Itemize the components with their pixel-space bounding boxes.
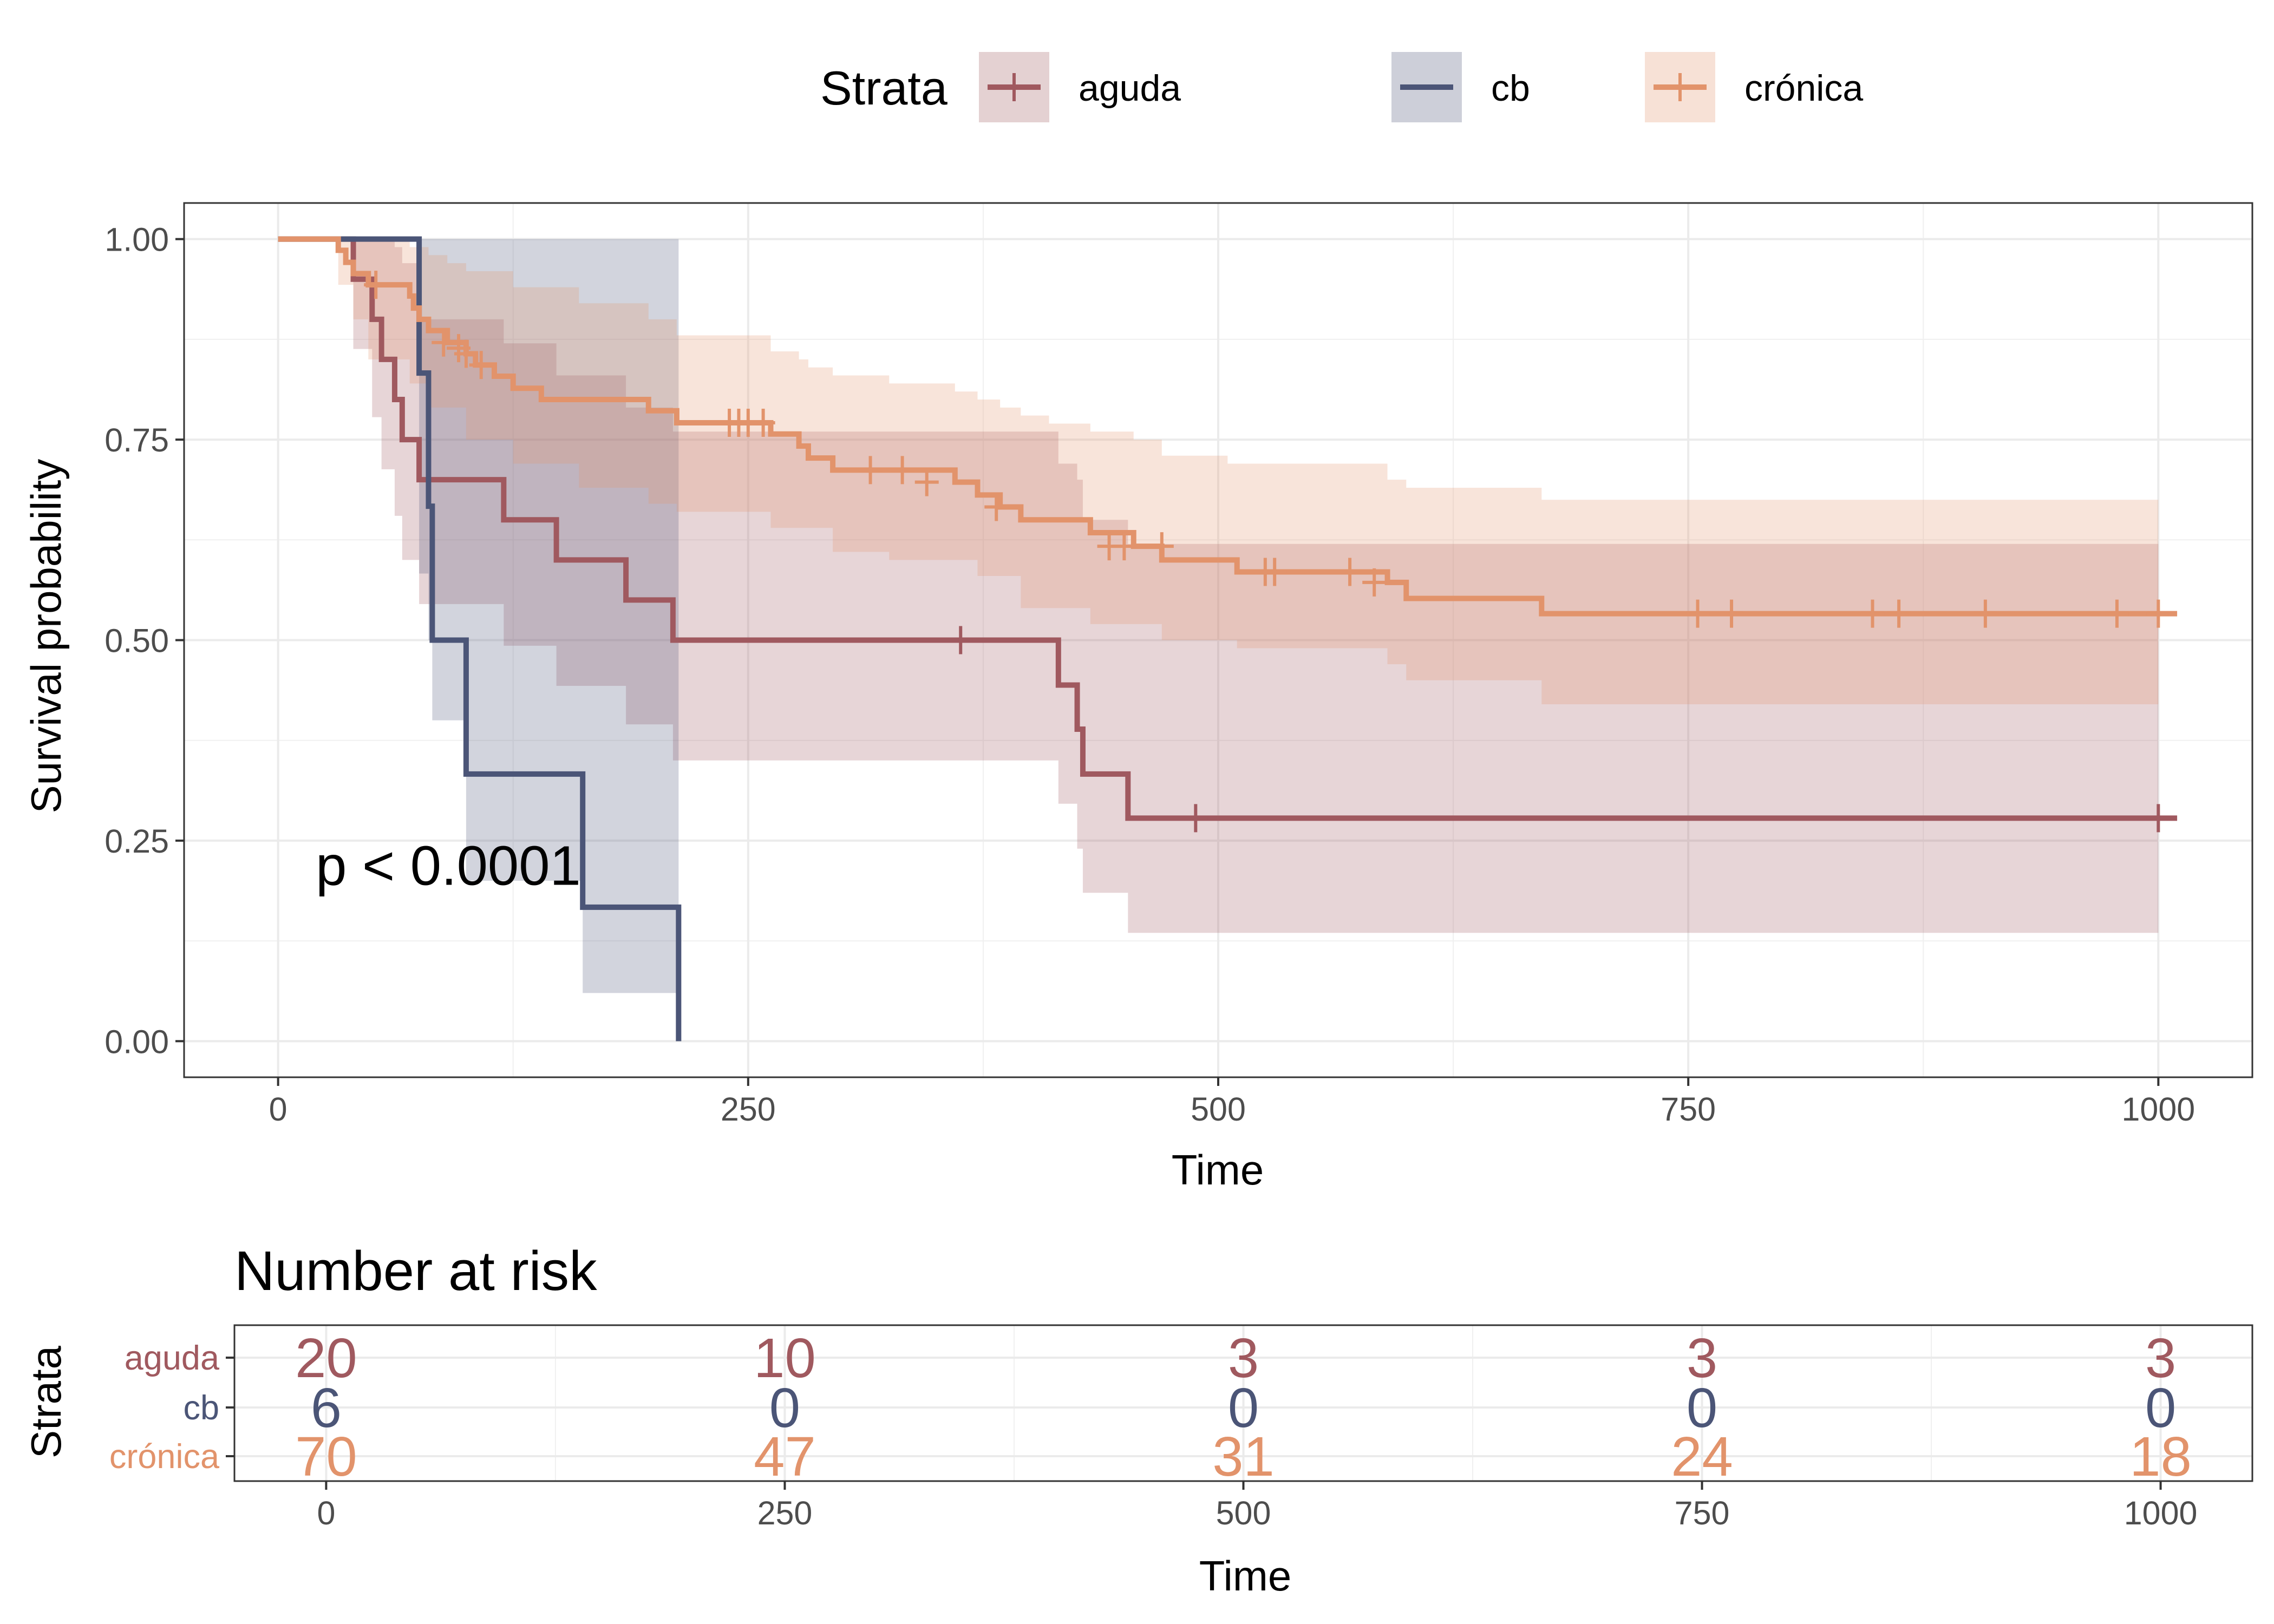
risk-x-tick-label: 1000 — [2124, 1495, 2198, 1531]
risk-x-tick-label: 750 — [1675, 1495, 1730, 1531]
risk-value-cb: 0 — [769, 1377, 800, 1439]
censor-mark-cronica — [1887, 599, 1911, 628]
risk-value-aguda: 3 — [2145, 1327, 2176, 1389]
censor-mark-aguda — [1184, 804, 1208, 833]
survival-y-axis: 0.00 0.25 0.50 0.75 1.00 — [104, 221, 184, 1060]
censor-mark-cronica — [1362, 568, 1387, 597]
censor-marks — [364, 271, 2171, 833]
confidence-bands — [338, 239, 2159, 993]
censor-mark-cronica — [1973, 599, 1997, 628]
censor-mark-cronica — [1860, 599, 1885, 628]
censor-mark-cronica — [2146, 599, 2171, 628]
legend-title: Strata — [820, 61, 948, 115]
censor-mark-cronica — [751, 408, 775, 437]
survival-y-tick-label: 1.00 — [104, 221, 169, 258]
risk-table-x-axis-title: Time — [1199, 1552, 1291, 1600]
survival-x-tick-label: 750 — [1661, 1091, 1716, 1128]
survival-x-tick-label: 1000 — [2122, 1091, 2195, 1128]
censor-mark-aguda — [2146, 804, 2171, 833]
survival-curve-cb — [278, 236, 682, 1042]
risk-table-panel: Number at risk 20 10 3 3 3 6 0 0 0 0 70 47 31 24 18 ag… — [22, 1240, 2253, 1600]
censor-mark-cronica — [1720, 599, 1744, 628]
risk-table-row-labels: aguda cb crónica — [109, 1339, 234, 1476]
survival-y-tick-label: 0.25 — [104, 823, 169, 860]
legend-label-aguda: aguda — [1079, 68, 1181, 109]
survival-x-tick-label: 500 — [1191, 1091, 1246, 1128]
risk-value-cb: 0 — [1228, 1377, 1259, 1439]
confidence-band-cb — [419, 239, 679, 993]
survival-x-tick-label: 0 — [269, 1091, 287, 1128]
risk-value-cb: 6 — [311, 1377, 342, 1439]
censor-mark-cronica — [469, 351, 493, 379]
censor-mark-cronica — [890, 456, 914, 484]
survival-grid — [184, 203, 2252, 1077]
risk-value-aguda: 20 — [295, 1327, 357, 1389]
risk-table-title: Number at risk — [234, 1240, 597, 1302]
risk-row-label-cronica: crónica — [109, 1438, 220, 1476]
censor-mark-aguda — [949, 626, 973, 654]
legend-label-cronica: crónica — [1744, 68, 1863, 109]
survival-x-axis: 0 250 500 750 1000 — [269, 1077, 2195, 1128]
censor-mark-cronica — [1149, 532, 1174, 561]
risk-value-cb: 0 — [1687, 1377, 1717, 1439]
survival-y-tick-label: 0.50 — [104, 623, 169, 659]
legend: Strata aguda cb crónica — [820, 52, 1863, 122]
censor-mark-cronica — [1685, 599, 1710, 628]
risk-table-x-axis: 0 250 500 750 1000 — [317, 1481, 2197, 1531]
risk-value-cronica: 47 — [754, 1425, 816, 1488]
p-value-annotation: p < 0.0001 — [316, 834, 581, 896]
censor-mark-cronica — [1112, 532, 1136, 561]
risk-value-aguda: 3 — [1228, 1327, 1259, 1389]
risk-table-y-axis-title: Strata — [22, 1345, 70, 1458]
risk-table-values: 20 10 3 3 3 6 0 0 0 0 70 47 31 24 18 — [295, 1327, 2192, 1488]
risk-x-tick-label: 0 — [317, 1495, 335, 1531]
legend-label-cb: cb — [1491, 68, 1530, 109]
risk-value-cb: 0 — [2145, 1377, 2176, 1439]
risk-value-aguda: 10 — [754, 1327, 816, 1389]
risk-table-grid — [234, 1325, 2252, 1481]
risk-value-cronica: 70 — [295, 1425, 357, 1488]
survival-x-axis-title: Time — [1172, 1146, 1264, 1194]
risk-x-tick-label: 250 — [757, 1495, 813, 1531]
censor-mark-cronica — [858, 456, 883, 484]
censor-mark-cronica — [1338, 558, 1362, 586]
risk-row-label-aguda: aguda — [125, 1339, 220, 1377]
censor-mark-cronica — [454, 339, 478, 368]
censor-mark-cronica — [432, 328, 456, 357]
censor-mark-cronica — [364, 271, 388, 299]
survival-y-axis-title: Survival probability — [22, 459, 70, 814]
confidence-band-aguda — [353, 239, 2159, 933]
survival-curve-aguda — [278, 236, 2159, 821]
risk-value-aguda: 3 — [1687, 1327, 1717, 1389]
confidence-band-cronica — [338, 239, 2159, 705]
censor-mark-cronica — [984, 493, 1009, 521]
survival-x-tick-label: 250 — [721, 1091, 776, 1128]
survival-y-tick-label: 0.00 — [104, 1023, 169, 1060]
risk-row-label-cb: cb — [183, 1389, 219, 1427]
survival-plot-panel: p < 0.0001 0.00 0.25 0.50 0.75 1.00 0 250 500 7… — [22, 202, 2253, 1194]
survival-y-tick-label: 0.75 — [104, 422, 169, 459]
censor-mark-cronica — [1263, 558, 1287, 586]
risk-value-cronica: 31 — [1212, 1425, 1275, 1488]
risk-x-tick-label: 500 — [1216, 1495, 1271, 1531]
risk-value-cronica: 18 — [2129, 1425, 2192, 1488]
risk-value-cronica: 24 — [1671, 1425, 1733, 1488]
censor-mark-cronica — [2105, 599, 2129, 628]
censor-mark-cronica — [914, 468, 939, 496]
